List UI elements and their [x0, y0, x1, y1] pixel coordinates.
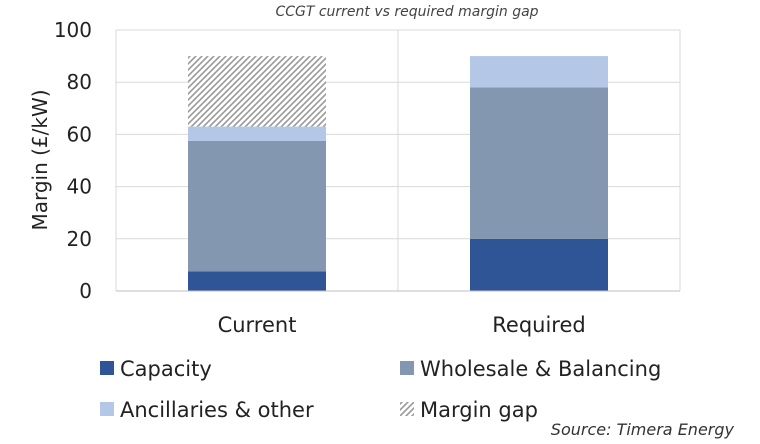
y-tick-label: 20 [67, 227, 92, 251]
bar-current-margin-gap [188, 56, 326, 127]
legend-swatch-ancillaries-other [100, 402, 114, 416]
legend-swatch-wholesale-balancing [400, 361, 414, 375]
chart-title: CCGT current vs required margin gap [275, 4, 538, 20]
bar-current-wholesale-balancing [188, 140, 326, 272]
plot-area: 0 20 40 60 80 100 Current Required [54, 18, 681, 337]
y-tick-label: 40 [67, 175, 92, 199]
bar-required-ancillaries-other [470, 56, 608, 88]
legend-label-wholesale-balancing: Wholesale & Balancing [420, 357, 661, 381]
x-tick-label: Current [218, 313, 297, 337]
y-axis-label: Margin (£/kW) [28, 89, 52, 230]
bar-current-ancillaries-other [188, 126, 326, 141]
legend: Capacity Wholesale & Balancing Ancillaries… [100, 357, 661, 422]
legend-label-capacity: Capacity [120, 357, 212, 381]
bar-required-capacity [470, 238, 608, 291]
y-tick-label: 60 [67, 122, 92, 146]
legend-swatch-capacity [100, 361, 114, 375]
y-tick-label: 100 [54, 18, 92, 42]
y-tick-label: 0 [79, 279, 92, 303]
x-tick-label: Required [492, 313, 585, 337]
y-tick-label: 80 [67, 70, 92, 94]
bar-required-wholesale-balancing [470, 87, 608, 239]
legend-label-margin-gap: Margin gap [420, 398, 538, 422]
source-note: Source: Timera Energy [551, 420, 735, 439]
bar-current-capacity [188, 271, 326, 291]
legend-label-ancillaries-other: Ancillaries & other [120, 398, 314, 422]
legend-swatch-margin-gap [400, 402, 414, 416]
